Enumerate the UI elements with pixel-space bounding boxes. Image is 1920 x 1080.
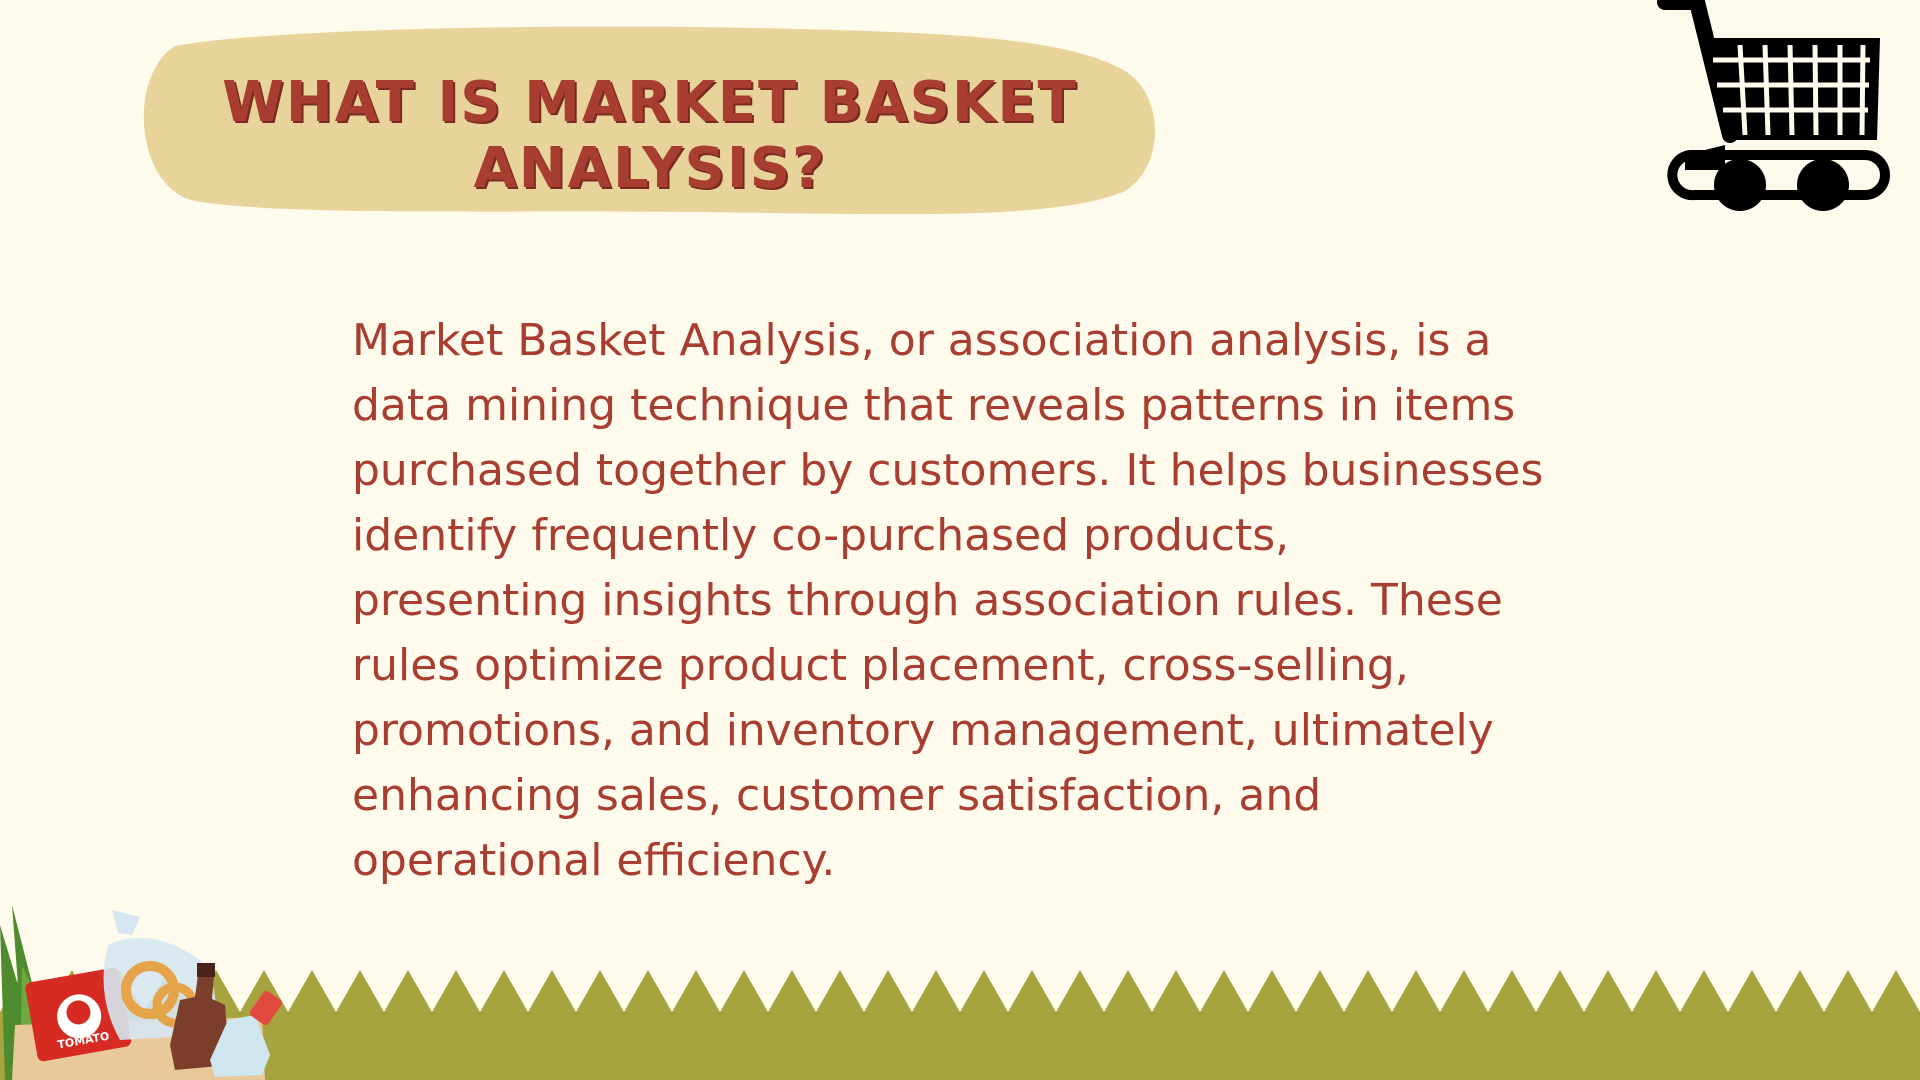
description-line: identify frequently co-purchased product… [352, 510, 1290, 561]
shopping-cart-icon [1657, 0, 1890, 211]
description-line: operational efficiency. [352, 835, 836, 886]
page-title: WHAT IS MARKET BASKET ANALYSIS? [200, 70, 1100, 202]
page-title-line-1: WHAT IS MARKET BASKET [222, 70, 1078, 135]
description-paragraph: Market Basket Analysis, or association a… [352, 308, 1592, 893]
title-background-shape [143, 26, 1155, 215]
description-line: purchased together by customers. It help… [352, 445, 1544, 496]
description-line: enhancing sales, customer satisfaction, … [352, 770, 1322, 821]
description-line: data mining technique that reveals patte… [352, 380, 1516, 431]
grass-footer-decoration [0, 970, 1920, 1080]
grocery-bag-icon: TOMATO [0, 905, 283, 1080]
description-line: Market Basket Analysis, or association a… [352, 315, 1492, 366]
description-line: rules optimize product placement, cross-… [352, 640, 1409, 691]
description-line: promotions, and inventory management, ul… [352, 705, 1494, 756]
description-line: presenting insights through association … [352, 575, 1503, 626]
page-title-line-2: ANALYSIS? [473, 136, 827, 201]
